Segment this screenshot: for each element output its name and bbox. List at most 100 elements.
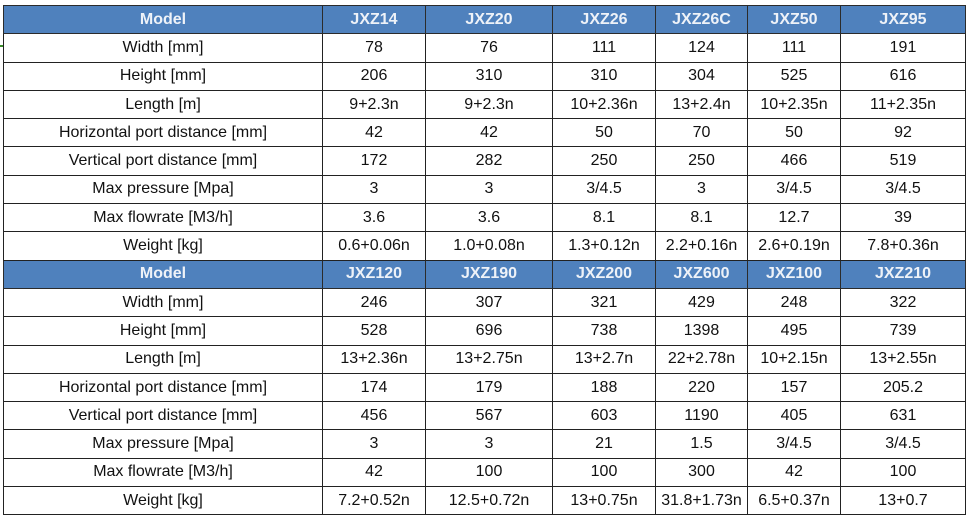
value-cell: 7.8+0.36n (840, 231, 966, 261)
row-label: Max pressure [Mpa] (3, 429, 323, 459)
value-cell: 92 (840, 118, 966, 148)
value-cell: 246 (322, 287, 426, 318)
header-model-label: Model (3, 259, 323, 289)
value-cell: 321 (552, 287, 656, 318)
row-label: Height [mm] (3, 61, 323, 91)
value-cell: 42 (747, 457, 841, 488)
value-cell: 3/4.5 (840, 429, 966, 459)
row-label: Max flowrate [M3/h] (3, 203, 323, 233)
value-cell: 616 (840, 61, 966, 91)
value-cell: 13+2.55n (840, 344, 966, 374)
value-cell: 250 (655, 146, 748, 176)
value-cell: 31.8+1.73n (655, 486, 748, 516)
row-label: Horizontal port distance [mm] (3, 118, 323, 148)
table-row: Width [mm] 246 307 321 429 248 322 (3, 287, 966, 318)
value-cell: 1.0+0.08n (425, 231, 553, 261)
row-label: Max flowrate [M3/h] (3, 457, 323, 488)
value-cell: 304 (655, 61, 748, 91)
value-cell: 12.5+0.72n (425, 486, 553, 516)
value-cell: 3.6 (425, 203, 553, 233)
value-cell: 124 (655, 33, 748, 63)
header-model-cell: JXZ190 (425, 259, 553, 289)
edge-mark (0, 45, 3, 47)
value-cell: 78 (322, 33, 426, 63)
table-row: Length [m] 9+2.3n 9+2.3n 10+2.36n 13+2.4n 10+… (3, 89, 966, 120)
value-cell: 307 (425, 287, 553, 318)
table-row: Max flowrate [M3/h] 3.6 3.6 8.1 8.1 12.7 39 (3, 203, 966, 233)
value-cell: 3/4.5 (747, 174, 841, 205)
value-cell: 1398 (655, 316, 748, 346)
value-cell: 3 (322, 174, 426, 205)
value-cell: 696 (425, 316, 553, 346)
row-label: Width [mm] (3, 33, 323, 63)
value-cell: 310 (425, 61, 553, 91)
header-model-cell: JXZ20 (425, 4, 553, 35)
header-row: Model JXZ14 JXZ20 JXZ26 JXZ26C JXZ50 JXZ95 (3, 4, 966, 35)
value-cell: 282 (425, 146, 553, 176)
row-label: Max pressure [Mpa] (3, 174, 323, 205)
value-cell: 22+2.78n (655, 344, 748, 374)
header-model-cell: JXZ600 (655, 259, 748, 289)
header-model-cell: JXZ100 (747, 259, 841, 289)
value-cell: 205.2 (840, 372, 966, 403)
value-cell: 738 (552, 316, 656, 346)
value-cell: 10+2.15n (747, 344, 841, 374)
header-model-cell: JXZ50 (747, 4, 841, 35)
value-cell: 76 (425, 33, 553, 63)
value-cell: 111 (747, 33, 841, 63)
header-model-cell: JXZ95 (840, 4, 966, 35)
table-row: Vertical port distance [mm] 456 567 603 1190… (3, 401, 966, 431)
table-row: Height [mm] 528 696 738 1398 495 739 (3, 316, 966, 346)
header-row: Model JXZ120 JXZ190 JXZ200 JXZ600 JXZ100 JXZ21… (3, 259, 966, 289)
table-row: Max flowrate [M3/h] 42 100 100 300 42 100 (3, 457, 966, 488)
value-cell: 179 (425, 372, 553, 403)
row-label: Vertical port distance [mm] (3, 401, 323, 431)
header-model-cell: JXZ26 (552, 4, 656, 35)
value-cell: 39 (840, 203, 966, 233)
value-cell: 2.2+0.16n (655, 231, 748, 261)
row-label: Vertical port distance [mm] (3, 146, 323, 176)
value-cell: 3 (425, 429, 553, 459)
value-cell: 220 (655, 372, 748, 403)
value-cell: 322 (840, 287, 966, 318)
value-cell: 6.5+0.37n (747, 486, 841, 516)
value-cell: 157 (747, 372, 841, 403)
value-cell: 3/4.5 (747, 429, 841, 459)
value-cell: 525 (747, 61, 841, 91)
header-model-cell: JXZ26C (655, 4, 748, 35)
value-cell: 13+2.36n (322, 344, 426, 374)
value-cell: 248 (747, 287, 841, 318)
table-row: Max pressure [Mpa] 3 3 3/4.5 3 3/4.5 3/4.5 (3, 174, 966, 205)
table-row: Height [mm] 206 310 310 304 525 616 (3, 61, 966, 91)
value-cell: 172 (322, 146, 426, 176)
value-cell: 13+2.75n (425, 344, 553, 374)
value-cell: 495 (747, 316, 841, 346)
value-cell: 405 (747, 401, 841, 431)
header-model-cell: JXZ120 (322, 259, 426, 289)
value-cell: 100 (425, 457, 553, 488)
value-cell: 603 (552, 401, 656, 431)
value-cell: 300 (655, 457, 748, 488)
value-cell: 50 (747, 118, 841, 148)
value-cell: 429 (655, 287, 748, 318)
spec-table: Model JXZ14 JXZ20 JXZ26 JXZ26C JXZ50 JXZ95 Widt… (3, 4, 966, 516)
value-cell: 111 (552, 33, 656, 63)
row-label: Weight [kg] (3, 486, 323, 516)
value-cell: 519 (840, 146, 966, 176)
value-cell: 567 (425, 401, 553, 431)
value-cell: 11+2.35n (840, 89, 966, 120)
value-cell: 42 (322, 457, 426, 488)
table-row: Weight [kg] 7.2+0.52n 12.5+0.72n 13+0.75n 31… (3, 486, 966, 516)
header-model-cell: JXZ14 (322, 4, 426, 35)
table-row: Weight [kg] 0.6+0.06n 1.0+0.08n 1.3+0.12n 2.… (3, 231, 966, 261)
value-cell: 191 (840, 33, 966, 63)
value-cell: 188 (552, 372, 656, 403)
value-cell: 456 (322, 401, 426, 431)
value-cell: 100 (840, 457, 966, 488)
value-cell: 631 (840, 401, 966, 431)
table-row: Horizontal port distance [mm] 42 42 50 70 50 9… (3, 118, 966, 148)
value-cell: 70 (655, 118, 748, 148)
value-cell: 739 (840, 316, 966, 346)
value-cell: 466 (747, 146, 841, 176)
value-cell: 3 (425, 174, 553, 205)
